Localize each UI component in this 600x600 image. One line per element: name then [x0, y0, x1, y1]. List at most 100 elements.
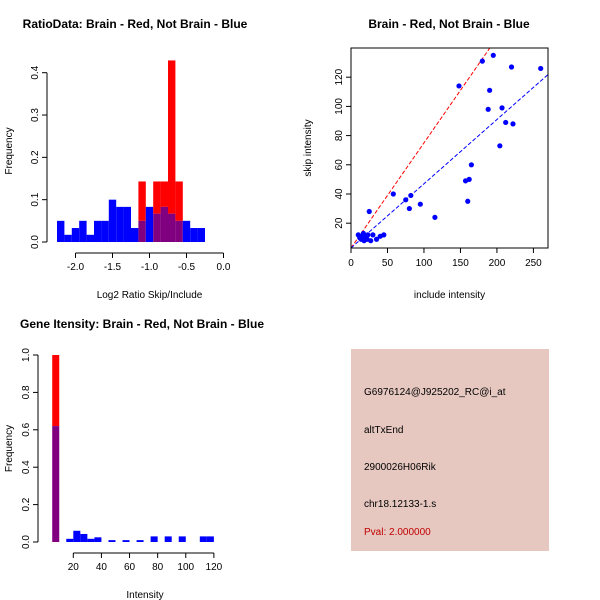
- gene_intensity_hist-bar-notbrain-2: [66, 538, 74, 542]
- intensity_scatter-xtick-label-5: 250: [525, 258, 542, 269]
- gene_intensity_hist-ytick-label-0: 0.0: [21, 535, 32, 549]
- intensity_scatter-point-33: [508, 64, 515, 70]
- gene_intensity_hist-ytick-label-5: 1.0: [21, 348, 32, 362]
- ratio_hist-bar-notbrain-6: [101, 220, 109, 242]
- ratio_hist-bar-notbrain-2: [71, 228, 80, 242]
- intensity_scatter-point-12: [373, 236, 380, 242]
- ratio_hist-bar-overlap-14: [160, 206, 168, 242]
- intensity_scatter-ytick-label-1: 40: [334, 188, 345, 200]
- gene_intensity_hist-bar-notbrain-6: [94, 537, 102, 542]
- ratio_hist-bar-notbrain-18: [190, 228, 198, 242]
- ratio_hist-bar-brain-15: [168, 60, 176, 214]
- gene_intensity_hist-title: Gene Itensity: Brain - Red, Not Brain - …: [20, 317, 264, 331]
- intensity_scatter-point-18: [408, 192, 414, 199]
- ratio_hist-bar-notbrain-8: [116, 206, 124, 242]
- gene_intensity_hist-xtick-label-5: 120: [206, 562, 223, 573]
- ratio_hist-xtick-label-4: 0.0: [217, 262, 231, 273]
- ratio_hist-xtick-label-1: -1.5: [104, 262, 122, 273]
- intensity_scatter-point-10: [368, 238, 374, 244]
- intensity_scatter-point-4: [360, 230, 367, 237]
- gene_intensity_hist-bar-notbrain-22: [206, 536, 214, 542]
- intensity_scatter-ytick-label-4: 100: [334, 98, 345, 115]
- intensity_scatter-point-20: [432, 214, 438, 220]
- intensity_scatter-fit-line-0: [351, 48, 491, 248]
- gene_intensity_hist-bar-notbrain-14: [150, 536, 158, 542]
- intensity_scatter-ytick-label-5: 120: [334, 68, 345, 85]
- ratio_hist-bar-notbrain-1: [64, 234, 72, 242]
- ratio_hist-ytick-label-2: 0.2: [30, 150, 41, 164]
- intensity_scatter-xtick-label-3: 150: [452, 258, 469, 269]
- intensity_scatter-point-35: [538, 65, 544, 72]
- ratio_hist-xtick-label-2: -1.0: [141, 262, 159, 273]
- gene_intensity_hist-bar-notbrain-12: [136, 540, 144, 542]
- gene_intensity_hist-bar-notbrain-5: [87, 538, 95, 542]
- event-type-text: altTxEnd: [364, 425, 404, 436]
- intensity_scatter-point-27: [485, 106, 491, 112]
- info-panel: G6976124@J925202_RC@i_at altTxEnd 290002…: [351, 349, 549, 551]
- ratio_hist-bar-notbrain-4: [86, 234, 94, 242]
- gene_intensity_hist-xtick-label-0: 20: [68, 562, 80, 573]
- gene_intensity_hist-ytick-label-3: 0.6: [21, 422, 32, 436]
- intensity_scatter-point-19: [417, 201, 423, 207]
- ratio_hist-bar-overlap-15: [168, 213, 176, 242]
- ratio_hist-xtick-label-0: -2.0: [67, 262, 85, 273]
- intensity_scatter-ytick-label-0: 20: [334, 217, 345, 229]
- gene_intensity_hist-ytick-label-1: 0.2: [21, 497, 32, 511]
- intensity_scatter-ytick-label-2: 60: [334, 159, 345, 171]
- locus-text: chr18.12133-1.s: [364, 499, 437, 510]
- ratio_hist-bar-notbrain-0: [57, 220, 65, 242]
- intensity_scatter-ylabel: skip intensity: [303, 119, 314, 176]
- pval-text: Pval: 2.000000: [364, 527, 431, 538]
- ratio_hist-bar-notbrain-3: [79, 220, 87, 242]
- intensity_scatter-point-28: [487, 87, 493, 93]
- ratio_hist-ylabel: Frequency: [4, 127, 15, 174]
- gene_intensity_hist-bar-overlap-0: [52, 426, 60, 542]
- gene_intensity_hist-bar-notbrain-16: [164, 536, 172, 542]
- gene_intensity_hist-ytick-label-4: 0.8: [21, 385, 32, 399]
- ratio_hist-ytick-label-1: 0.1: [30, 192, 41, 206]
- intensity_scatter-ytick-label-3: 80: [334, 130, 345, 142]
- ratio_hist-bar-notbrain-9: [123, 206, 131, 242]
- ratio_hist-bar-overlap-13: [153, 213, 161, 242]
- ratio_hist-bar-overlap-11: [138, 220, 146, 242]
- ratio_hist-bar-notbrain-10: [131, 228, 139, 242]
- intensity_scatter-point-25: [468, 162, 474, 168]
- intensity_scatter-xtick-label-1: 50: [382, 258, 394, 269]
- intensity_scatter-xtick-label-0: 0: [348, 258, 354, 269]
- intensity_scatter-point-9: [366, 208, 372, 215]
- gene_intensity_hist-ylabel: Frequency: [4, 425, 15, 472]
- intensity_scatter-point-23: [465, 198, 471, 204]
- ratio_hist-xlabel: Log2 Ratio Skip/Include: [97, 290, 203, 301]
- intensity_scatter-plot-frame: [350, 47, 549, 249]
- intensity_scatter-xtick-label-4: 200: [489, 258, 506, 269]
- ratio_hist-ytick-label-3: 0.3: [30, 108, 41, 122]
- gene_intensity_hist-xtick-label-1: 40: [96, 562, 108, 573]
- ratio_hist-bar-notbrain-7: [108, 199, 117, 242]
- ratio_hist-title: RatioData: Brain - Red, Not Brain - Blue: [23, 17, 248, 31]
- ratio_hist-bar-overlap-16: [175, 220, 183, 242]
- intensity_scatter-point-21: [456, 83, 462, 89]
- probe-id-text: G6976124@J925202_RC@i_at: [364, 387, 506, 398]
- ratio_hist-bar-brain-11: [138, 181, 146, 221]
- gene_intensity_hist-bar-notbrain-18: [178, 536, 186, 542]
- intensity_scatter-point-34: [510, 121, 516, 127]
- gene_intensity_hist-bar-notbrain-4: [80, 533, 88, 542]
- intensity_scatter-point-11: [370, 232, 376, 238]
- intensity_scatter-fit-line-1: [351, 74, 548, 248]
- ratio_hist-bar-notbrain-19: [197, 228, 205, 242]
- ratio_hist-bar-brain-16: [175, 181, 183, 221]
- ratio_hist-ytick-label-0: 0.0: [30, 235, 41, 249]
- gene_intensity_hist-xtick-label-2: 60: [124, 562, 136, 573]
- ratio_hist-bar-notbrain-17: [182, 220, 191, 242]
- intensity_scatter-point-31: [499, 105, 505, 111]
- gene_intensity_hist-bar-notbrain-10: [122, 540, 130, 542]
- intensity_scatter-point-17: [406, 205, 412, 212]
- gene_intensity_hist-bar-notbrain-3: [73, 530, 81, 542]
- gene_intensity_hist-bar-notbrain-8: [108, 540, 116, 542]
- gene_intensity_hist-xtick-label-3: 80: [152, 562, 164, 573]
- ratio_hist-bar-notbrain-12: [145, 206, 154, 242]
- ratio_hist-bar-notbrain-5: [94, 220, 102, 242]
- ratio_hist-ytick-label-4: 0.4: [30, 65, 41, 79]
- gene_intensity_hist-xlabel: Intensity: [126, 590, 163, 600]
